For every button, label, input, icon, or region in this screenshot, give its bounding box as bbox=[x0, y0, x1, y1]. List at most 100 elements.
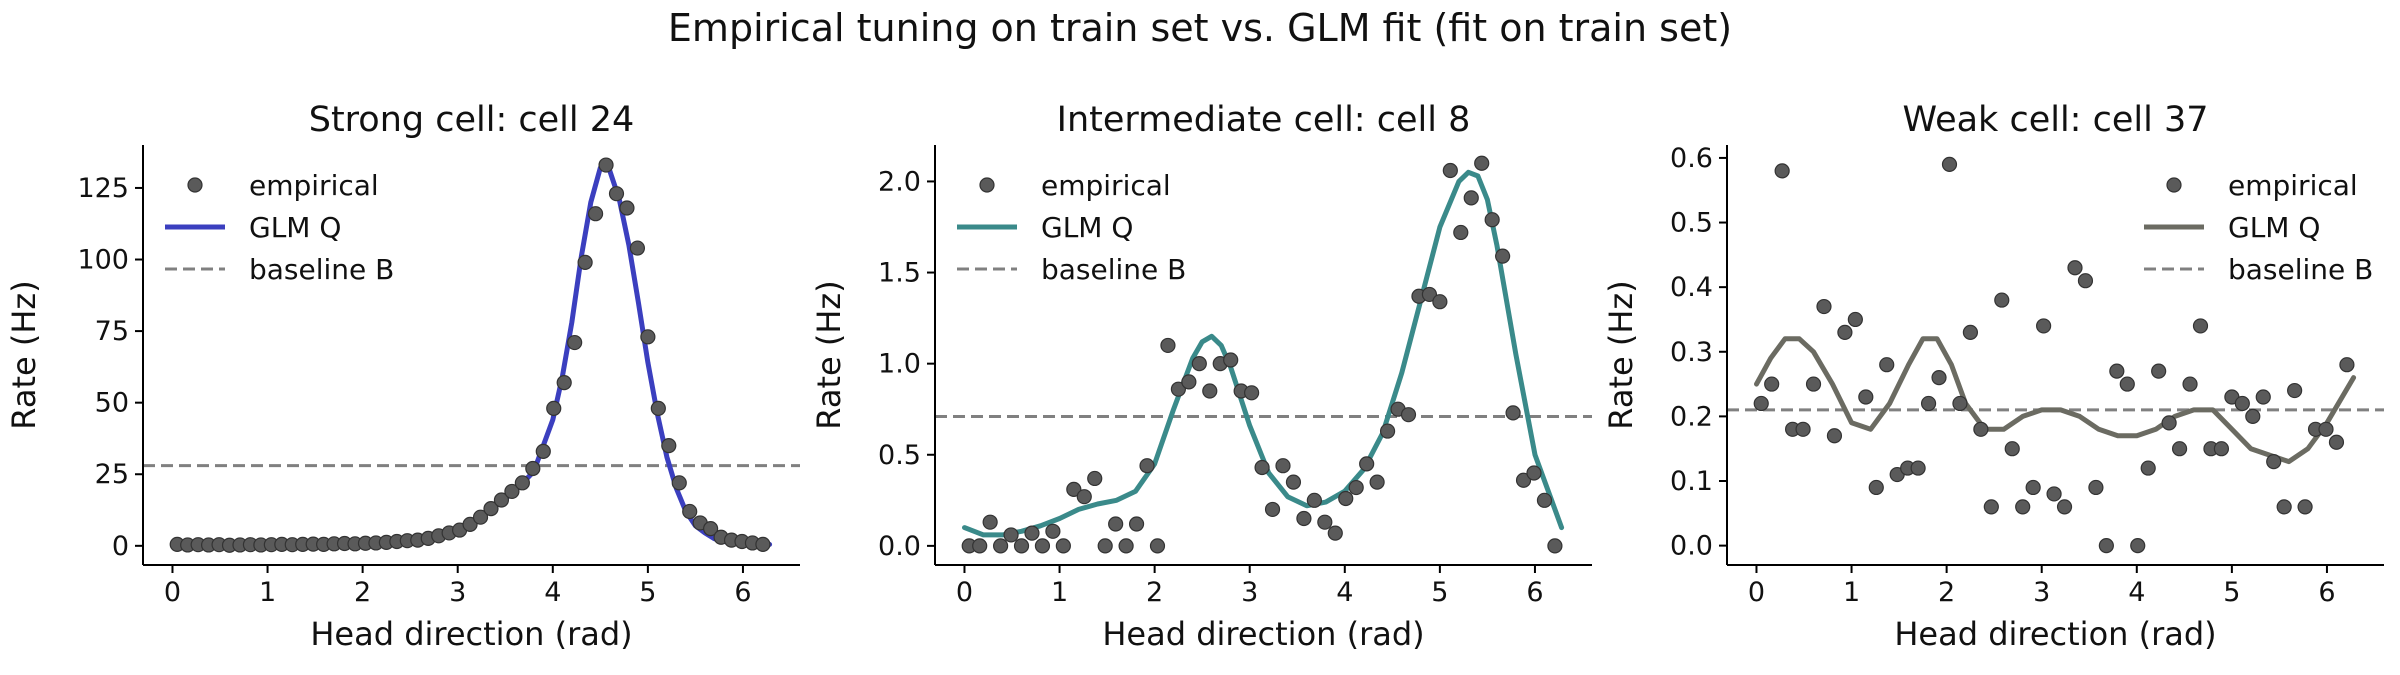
empirical-point bbox=[1013, 538, 1030, 554]
empirical-point bbox=[629, 240, 646, 256]
empirical-point bbox=[514, 475, 530, 491]
empirical-point bbox=[2339, 357, 2355, 373]
empirical-point bbox=[535, 443, 551, 459]
empirical-point bbox=[472, 509, 489, 525]
empirical-point bbox=[2056, 499, 2073, 515]
x-axis-label: Head direction (rad) bbox=[310, 615, 632, 653]
empirical-point bbox=[640, 329, 656, 345]
y-tick-label: 1.0 bbox=[878, 349, 921, 380]
x-tick-label: 1 bbox=[1051, 577, 1068, 608]
empirical-point bbox=[2328, 434, 2345, 450]
panel-title: Strong cell: cell 24 bbox=[309, 100, 635, 140]
chart-panel-2: Intermediate cell: cell 8 0 1 2 3 4 5 6 0.0 0.5 1.… bbox=[810, 100, 1592, 653]
x-tick-label: 3 bbox=[1241, 577, 1258, 608]
x-tick-label: 5 bbox=[639, 577, 656, 608]
empirical-point bbox=[1202, 383, 1218, 399]
empirical-point bbox=[1994, 292, 2010, 308]
empirical-point bbox=[1306, 492, 1322, 508]
y-tick-label: 0.5 bbox=[1670, 208, 1713, 239]
empirical-point bbox=[1858, 389, 1874, 405]
empirical-point bbox=[2025, 479, 2041, 496]
empirical-point bbox=[1795, 421, 1811, 437]
empirical-point bbox=[1003, 527, 1019, 543]
empirical-point bbox=[2151, 363, 2167, 379]
panel-title: Intermediate cell: cell 8 bbox=[1057, 100, 1471, 140]
x-tick-label: 0 bbox=[1748, 577, 1765, 608]
empirical-point bbox=[1495, 248, 1511, 264]
legend-marker-empirical bbox=[2166, 177, 2182, 193]
empirical-point bbox=[493, 492, 510, 508]
y-tick-label: 0.1 bbox=[1670, 466, 1713, 497]
empirical-point bbox=[1505, 405, 1521, 421]
empirical-point bbox=[671, 475, 687, 491]
empirical-point bbox=[1149, 538, 1166, 554]
empirical-point bbox=[1296, 510, 1312, 527]
empirical-point bbox=[1254, 459, 1270, 476]
empirical-point bbox=[462, 516, 478, 532]
x-tick-label: 1 bbox=[259, 577, 276, 608]
x-tick-label: 0 bbox=[956, 577, 973, 608]
empirical-point bbox=[1910, 460, 1926, 476]
x-tick-label: 4 bbox=[544, 577, 561, 608]
empirical-point bbox=[1484, 212, 1500, 228]
x-axis-label: Head direction (rad) bbox=[1102, 615, 1424, 653]
empirical-point bbox=[1442, 162, 1458, 179]
chart-panel-1: Strong cell: cell 24 0 1 2 3 4 5 6 0 25 50 75 100 125… bbox=[5, 100, 800, 653]
empirical-point bbox=[1973, 421, 1989, 437]
empirical-point bbox=[546, 400, 562, 416]
empirical-point bbox=[2077, 273, 2094, 289]
empirical-point bbox=[1931, 370, 1947, 386]
empirical-point bbox=[1108, 516, 1124, 532]
empirical-point bbox=[1285, 474, 1302, 490]
y-tick-label: 75 bbox=[95, 316, 129, 347]
empirical-point bbox=[1139, 458, 1155, 474]
empirical-point bbox=[1359, 456, 1375, 472]
glm-curve bbox=[962, 169, 1565, 538]
empirical-point bbox=[2119, 376, 2135, 392]
empirical-point bbox=[972, 538, 988, 554]
figure-title: Empirical tuning on train set vs. GLM fi… bbox=[667, 6, 1733, 50]
empirical-point bbox=[1421, 286, 1438, 303]
empirical-point bbox=[1045, 523, 1061, 539]
empirical-point bbox=[682, 503, 698, 520]
empirical-point bbox=[1753, 395, 1769, 412]
y-axis-label: Rate (Hz) bbox=[1602, 280, 1640, 429]
y-tick-label: 1.5 bbox=[878, 258, 921, 289]
y-tick-label: 25 bbox=[95, 459, 129, 490]
empirical-point bbox=[1952, 395, 1968, 412]
legend-marker-empirical bbox=[187, 177, 203, 193]
empirical-point bbox=[1816, 298, 1832, 315]
x-tick-label: 2 bbox=[1146, 577, 1163, 608]
empirical-point bbox=[587, 206, 604, 222]
y-axis-label: Rate (Hz) bbox=[810, 280, 848, 429]
x-axis-label: Head direction (rad) bbox=[1894, 615, 2216, 653]
empirical-point bbox=[1941, 156, 1958, 172]
empirical-point bbox=[1379, 423, 1396, 439]
panel-title: Weak cell: cell 37 bbox=[1903, 100, 2209, 140]
empirical-point bbox=[1097, 538, 1113, 554]
empirical-point bbox=[1847, 311, 1863, 328]
y-tick-label: 0.4 bbox=[1670, 272, 1713, 303]
legend-label: GLM Q bbox=[249, 211, 341, 244]
x-tick-label: 5 bbox=[1431, 577, 1448, 608]
empirical-point bbox=[598, 157, 614, 173]
empirical-point bbox=[2140, 460, 2156, 476]
empirical-point bbox=[504, 483, 520, 500]
empirical-point bbox=[1837, 324, 1853, 340]
y-tick-label: 0.0 bbox=[878, 531, 921, 562]
y-tick-label: 0 bbox=[112, 531, 129, 562]
legend-label: baseline B bbox=[1041, 253, 1186, 286]
empirical-point bbox=[1463, 190, 1479, 206]
empirical-point bbox=[1066, 481, 1082, 497]
empirical-point bbox=[2036, 318, 2052, 334]
chart-panel-3: Weak cell: cell 37 0 1 2 3 4 5 6 0.0 0.1 0.2 0.3 0.4… bbox=[1602, 100, 2384, 653]
empirical-point bbox=[1181, 374, 1197, 390]
empirical-point bbox=[2234, 395, 2250, 412]
empirical-point bbox=[483, 500, 499, 517]
legend-marker-empirical bbox=[979, 177, 995, 193]
x-tick-label: 2 bbox=[1938, 577, 1955, 608]
empirical-point bbox=[1962, 324, 1979, 340]
x-tick-label: 6 bbox=[2318, 577, 2335, 608]
empirical-point bbox=[1400, 407, 1417, 423]
